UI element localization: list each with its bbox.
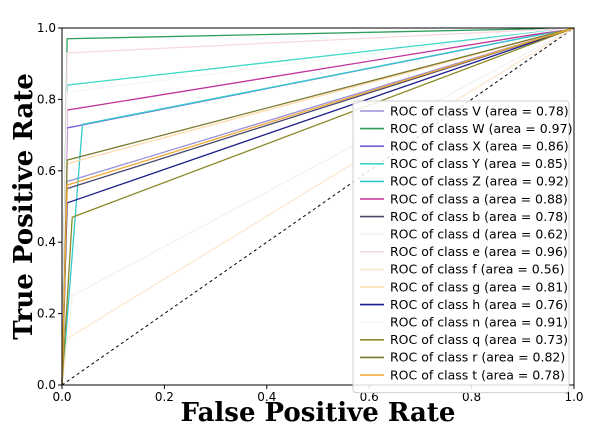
- roc-curve-4: [61, 27, 575, 386]
- legend-box: [352, 100, 570, 394]
- chance-diagonal-line: [61, 27, 575, 386]
- legend-label-8: ROC of class e (area = 0.96): [390, 244, 568, 259]
- axes: 0.0 0.2 0.4 0.6 0.8 1.0 0.0 0.2 0.4 0.6 0.8 1.0: [37, 21, 584, 404]
- y-tick-label: 1.0: [37, 21, 56, 35]
- y-axis-title: True Positive Rate: [9, 73, 39, 340]
- y-tick-label: 0.8: [37, 92, 56, 106]
- legend-label-7: ROC of class d (area = 0.62): [390, 227, 568, 242]
- x-tick-label: 0.8: [462, 390, 481, 404]
- legend-label-4: ROC of class Z (area = 0.92): [390, 174, 569, 189]
- legend-label-11: ROC of class h (area = 0.76): [390, 297, 568, 312]
- legend-label-5: ROC of class a (area = 0.88): [390, 191, 568, 206]
- legend-label-2: ROC of class X (area = 0.86): [390, 139, 569, 154]
- legend: ROC of class V (area = 0.78) ROC of class…: [352, 100, 572, 394]
- y-tick-label: 0.0: [37, 378, 56, 392]
- legend-label-3: ROC of class Y (area = 0.85): [390, 156, 568, 171]
- y-tick-label: 0.2: [37, 307, 56, 321]
- roc-curve-13: [61, 27, 575, 386]
- legend-label-12: ROC of class n (area = 0.91): [390, 315, 568, 330]
- plot-frame: [61, 27, 575, 386]
- roc-curve-15: [61, 27, 575, 386]
- legend-label-1: ROC of class W (area = 0.97): [390, 121, 572, 136]
- legend-label-14: ROC of class r (area = 0.82): [390, 350, 565, 365]
- x-tick-label: 1.0: [564, 390, 583, 404]
- legend-label-15: ROC of class t (area = 0.78): [390, 367, 565, 382]
- x-tick-label: 0.2: [155, 390, 174, 404]
- legend-label-9: ROC of class f (area = 0.56): [390, 262, 565, 277]
- legend-label-0: ROC of class V (area = 0.78): [390, 103, 569, 118]
- y-tick-label: 0.6: [37, 164, 56, 178]
- x-tick-label: 0.6: [360, 390, 379, 404]
- x-axis-title: False Positive Rate: [181, 398, 456, 428]
- legend-label-6: ROC of class b (area = 0.78): [390, 209, 568, 224]
- legend-label-10: ROC of class g (area = 0.81): [390, 279, 568, 294]
- y-tick-label: 0.4: [37, 235, 56, 249]
- x-tick-label: 0.4: [257, 390, 276, 404]
- legend-label-13: ROC of class q (area = 0.73): [390, 332, 568, 347]
- x-tick-label: 0.0: [52, 390, 71, 404]
